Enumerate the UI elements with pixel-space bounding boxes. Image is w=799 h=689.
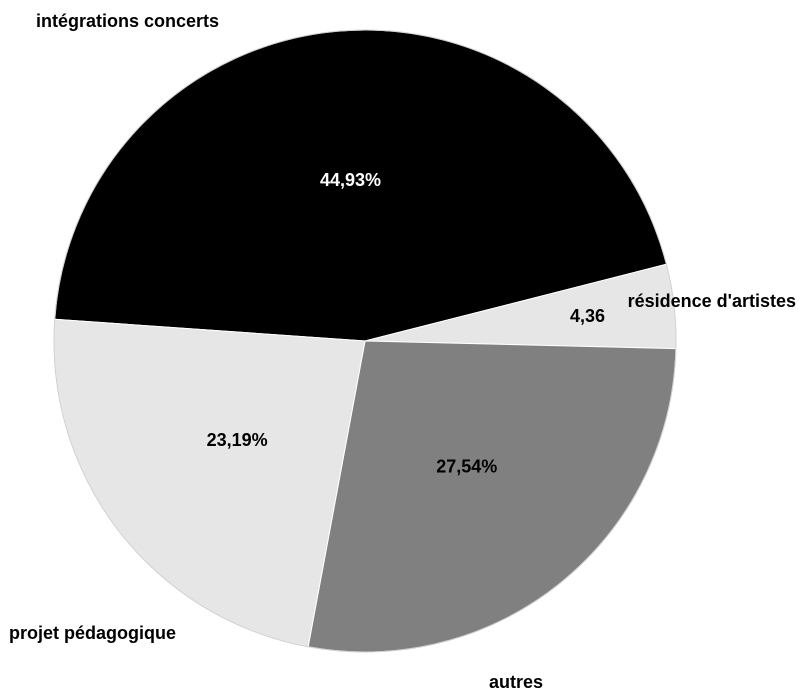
value-label-integrations-concerts: 44,93% [320, 170, 381, 190]
category-label-projet-pedagogique: projet pédagogique [9, 623, 176, 643]
pie-slices [53, 29, 677, 653]
value-label-projet-pedagogique: 23,19% [207, 430, 268, 450]
category-label-autres: autres [489, 672, 543, 689]
value-label-residence-d-artistes: 4,36 [570, 306, 605, 326]
value-labels: 44,93% 4,36 27,54% 23,19% [207, 170, 605, 477]
pie-slice-autres [307, 340, 677, 653]
category-label-residence-artistes: résidence d'artistes [628, 291, 796, 311]
pie-outline [53, 29, 677, 653]
category-label-integrations-concerts: intégrations concerts [36, 11, 219, 31]
value-label-autres: 27,54% [436, 457, 497, 477]
